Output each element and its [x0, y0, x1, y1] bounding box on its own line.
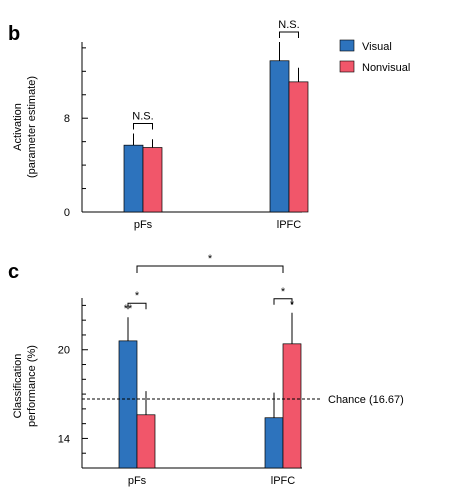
panel-b-ylabel-line1: Activation [12, 103, 24, 151]
panel-c-reference-label: Chance (16.67) [328, 394, 404, 406]
legend-swatch-visual [339, 39, 355, 52]
panel-letter-c: c [8, 261, 19, 283]
panel-c-sig-bracket-between-regions [136, 265, 284, 273]
panel-b-chart: 0 8 pFs lPFC N.S. N.S. [64, 19, 309, 231]
panel-b-sig-label-pfs: N.S. [132, 110, 153, 122]
panel-c-ylabel-line2: performance (%) [26, 345, 38, 427]
panel-c-ylabel-line1: Classification [12, 354, 24, 419]
panel-b-sig-bracket-pfs [133, 122, 153, 130]
panel-c-sig-bracket-lpfc [273, 298, 293, 305]
panel-c-y-tick-label: 20 [58, 345, 70, 357]
panel-letter-b: b [8, 23, 20, 45]
legend-label-visual: Visual [362, 41, 392, 53]
panel-b-x-tick-label-pfs: pFs [134, 219, 153, 231]
panel-b-bar-pfs-visual [123, 144, 144, 213]
panel-c-sig-label-between-regions: * [208, 253, 213, 265]
panel-c-sig-label-pfs: * [135, 290, 140, 302]
panel-b-x-tick-label-lpfc: lPFC [277, 219, 302, 231]
panel-b-sig-bracket-lpfc [279, 31, 299, 38]
panel-b-sig-label-lpfc: N.S. [278, 19, 299, 31]
panel-c-bar-pfs-visual [118, 340, 138, 469]
legend: Visual Nonvisual [339, 39, 410, 74]
panel-b-bar-pfs-nonvisual [142, 147, 163, 213]
panel-b-y-tick-label: 8 [64, 113, 70, 125]
panel-c-bar-lpfc-nonvisual [282, 343, 302, 469]
panel-c-sig-label-lpfc: * [281, 286, 286, 298]
panel-c-sig-bracket-pfs [127, 302, 147, 310]
panel-b-ylabel-line2: (parameter estimate) [26, 76, 38, 178]
panel-c-x-tick-label-lpfc: lPFC [271, 475, 296, 487]
legend-label-nonvisual: Nonvisual [362, 62, 410, 74]
panel-c-bar-lpfc-visual [264, 417, 284, 469]
legend-swatch-nonvisual [339, 60, 355, 73]
panel-b-y-tick-label: 0 [64, 207, 70, 219]
panel-c-x-tick-label-pfs: pFs [128, 475, 147, 487]
panel-b-bar-lpfc-visual [269, 60, 290, 213]
panel-c-bar-pfs-nonvisual [136, 414, 156, 469]
panel-c-y-tick-label: 14 [58, 433, 70, 445]
panel-b-bar-lpfc-nonvisual [288, 81, 309, 213]
